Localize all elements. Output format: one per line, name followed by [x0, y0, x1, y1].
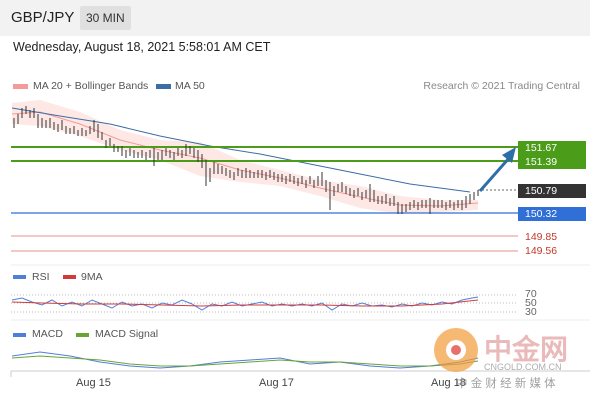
- support-3-label: 149.56: [525, 245, 558, 257]
- x-label-aug17: Aug 17: [259, 377, 294, 389]
- rsi-ma-line: [11, 299, 479, 307]
- macd-signal-line: [11, 355, 479, 367]
- support-2-label: 149.85: [525, 231, 558, 243]
- rsi-level-50: 50: [525, 297, 537, 309]
- rsi-level-30: 30: [525, 306, 537, 318]
- rsi-level-70: 70: [525, 288, 537, 300]
- support-1-label: 150.32: [518, 207, 586, 221]
- ma50-line: [11, 107, 471, 193]
- forecast-arrow: [478, 156, 512, 192]
- resistance-2-label: 151.67: [518, 141, 586, 155]
- source-credit: Research © 2021 Trading Central: [423, 80, 580, 92]
- top-bar: GBP/JPY 30 MIN: [0, 0, 590, 36]
- macd-signal-legend-swatch: [76, 333, 89, 337]
- timeframe-selector[interactable]: 30 MIN: [80, 6, 131, 30]
- macd-legend-label: MACD: [32, 328, 63, 340]
- ma20-legend-swatch: [13, 84, 28, 89]
- rsi-ma-legend-label: 9MA: [81, 271, 103, 283]
- watermark-tagline: 中 金 财 经 新 媒 体: [456, 378, 556, 390]
- rsi-legend-swatch: [13, 275, 26, 279]
- macd-legend-swatch: [13, 333, 26, 337]
- ma20-legend-label: MA 20 + Bollinger Bands: [33, 80, 149, 92]
- bollinger-band: [12, 100, 478, 214]
- watermark-logo: [434, 328, 478, 372]
- ma50-legend-swatch: [156, 84, 171, 89]
- timestamp: Wednesday, August 18, 2021 5:58:01 AM CE…: [13, 40, 271, 54]
- macd-signal-legend-label: MACD Signal: [95, 328, 159, 340]
- x-label-aug18: Aug 18: [431, 377, 466, 389]
- x-label-aug15: Aug 15: [76, 377, 111, 389]
- ma20-line: [11, 111, 479, 207]
- last-price-label: 150.79: [518, 184, 586, 198]
- rsi-ma-legend-swatch: [63, 275, 76, 279]
- resistance-1-label: 151.39: [518, 155, 586, 169]
- watermark-url: CNGOLD.COM.CN: [484, 362, 562, 372]
- rsi-legend-label: RSI: [32, 271, 50, 283]
- candlesticks: [13, 106, 479, 214]
- ma50-legend-label: MA 50: [175, 80, 205, 92]
- watermark-brand: 中金网: [484, 334, 569, 365]
- forecast-arrowhead: [502, 147, 516, 163]
- macd-line: [11, 351, 479, 369]
- currency-pair-title: GBP/JPY: [11, 9, 75, 26]
